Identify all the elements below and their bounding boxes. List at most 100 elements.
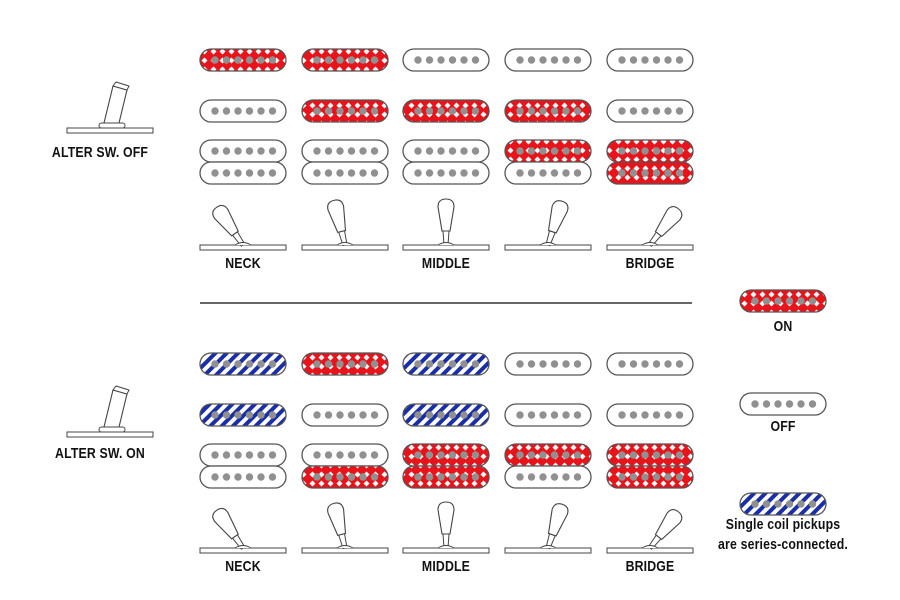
pickup-humbucker-top-coil-pos3-off xyxy=(402,139,490,163)
pole-piece xyxy=(336,451,344,459)
pole-piece xyxy=(629,107,638,115)
pole-piece xyxy=(414,107,422,115)
pickup-humbucker-bottom-coil-pos1-off xyxy=(199,465,287,489)
pole-piece xyxy=(664,107,672,115)
pole-piece xyxy=(336,473,344,481)
pole-piece xyxy=(448,411,457,419)
pole-piece xyxy=(313,56,321,64)
pole-piece xyxy=(370,169,379,177)
pole-piece xyxy=(448,107,457,115)
pole-piece xyxy=(774,297,782,305)
pole-piece xyxy=(652,451,661,459)
pole-piece xyxy=(550,107,559,115)
pole-piece xyxy=(222,169,231,177)
pole-piece xyxy=(808,297,817,305)
five-way-switch-pos2 xyxy=(301,502,389,554)
pole-piece xyxy=(641,473,649,481)
pole-piece xyxy=(550,56,559,64)
pole-piece xyxy=(370,473,379,481)
pickup-middle-single-pos2-on xyxy=(301,99,389,123)
pole-piece xyxy=(245,411,254,419)
pole-piece xyxy=(437,56,445,64)
pole-piece xyxy=(629,411,638,419)
pole-piece xyxy=(664,56,672,64)
pole-piece xyxy=(550,169,559,177)
pole-piece xyxy=(234,360,242,368)
five-way-switch-pos5 xyxy=(606,206,694,251)
pole-piece xyxy=(471,169,480,177)
pole-piece xyxy=(539,360,547,368)
pole-piece xyxy=(437,107,445,115)
pole-piece xyxy=(785,500,794,508)
pole-piece xyxy=(245,360,254,368)
legend-series-label-line1: Single coil pickups xyxy=(725,516,841,533)
pole-piece xyxy=(347,411,356,419)
pickup-middle-single-pos5-off xyxy=(606,403,694,427)
pole-piece xyxy=(562,360,570,368)
pole-piece xyxy=(573,147,582,155)
pole-piece xyxy=(234,169,242,177)
pole-piece xyxy=(629,360,638,368)
pole-piece xyxy=(460,169,468,177)
pole-piece xyxy=(211,451,219,459)
pole-piece xyxy=(245,169,254,177)
pole-piece xyxy=(414,411,422,419)
pole-piece xyxy=(652,107,661,115)
pole-piece xyxy=(448,147,457,155)
pole-piece xyxy=(313,360,321,368)
pole-piece xyxy=(359,360,367,368)
pole-piece xyxy=(629,473,638,481)
pole-piece xyxy=(211,473,219,481)
pickup-humbucker-top-coil-pos1-off xyxy=(199,139,287,163)
pole-piece xyxy=(562,169,570,177)
pickup-neck-single-pos4-off xyxy=(504,352,592,376)
pole-piece xyxy=(437,169,445,177)
pole-piece xyxy=(539,56,547,64)
pole-piece xyxy=(562,107,570,115)
pole-piece xyxy=(222,451,231,459)
alter-switch-on-label: ALTER SW. ON xyxy=(55,445,145,462)
pole-piece xyxy=(211,169,219,177)
pole-piece xyxy=(234,107,242,115)
pole-piece xyxy=(641,451,649,459)
pole-piece xyxy=(774,500,782,508)
pickup-humbucker-top-coil-pos2-off xyxy=(301,443,389,467)
pole-piece xyxy=(785,297,794,305)
pole-piece xyxy=(414,360,422,368)
pole-piece xyxy=(652,360,661,368)
pole-piece xyxy=(359,169,367,177)
pickup-middle-single-pos4-on xyxy=(504,99,592,123)
pole-piece xyxy=(347,56,356,64)
pole-piece xyxy=(618,169,626,177)
switch-lever-icon xyxy=(212,507,246,550)
pickup-neck-single-pos4-off xyxy=(504,48,592,72)
switch-lever-icon xyxy=(327,199,348,247)
pole-piece xyxy=(664,169,672,177)
five-way-switch-pos2 xyxy=(301,199,389,251)
pole-piece xyxy=(762,500,771,508)
pole-piece xyxy=(618,147,626,155)
alter-switch-on-icon xyxy=(66,385,154,438)
pole-piece xyxy=(641,147,649,155)
pole-piece xyxy=(245,473,254,481)
pole-piece xyxy=(539,107,547,115)
pickup-middle-single-pos3-on xyxy=(402,99,490,123)
pickup-humbucker-bottom-coil-pos5-on xyxy=(606,465,694,489)
pole-piece xyxy=(664,360,672,368)
pole-piece xyxy=(437,451,445,459)
pole-piece xyxy=(425,169,434,177)
pickup-humbucker-top-coil-pos5-on xyxy=(606,139,694,163)
pickup-neck-single-pos1-on xyxy=(199,48,287,72)
pole-piece xyxy=(618,107,626,115)
pole-piece xyxy=(437,411,445,419)
pole-piece xyxy=(448,169,457,177)
pole-piece xyxy=(222,107,231,115)
pickup-middle-single-pos1-off xyxy=(199,99,287,123)
pole-piece xyxy=(527,56,536,64)
pole-piece xyxy=(460,56,468,64)
pole-piece xyxy=(359,451,367,459)
pole-piece xyxy=(539,473,547,481)
pickup-humbucker-top-coil-pos3-on xyxy=(402,443,490,467)
pole-piece xyxy=(629,147,638,155)
